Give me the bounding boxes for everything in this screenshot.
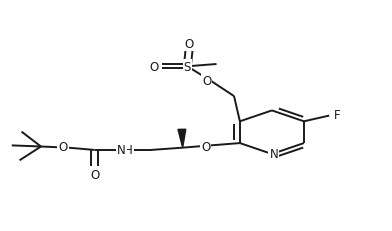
Text: F: F: [334, 109, 340, 122]
Text: O: O: [58, 140, 68, 153]
Text: N: N: [117, 144, 126, 157]
Text: O: O: [185, 38, 194, 51]
Text: O: O: [91, 168, 100, 181]
Text: O: O: [202, 74, 211, 87]
Text: S: S: [183, 61, 191, 73]
Text: O: O: [150, 61, 159, 73]
Text: H: H: [123, 144, 132, 157]
Text: O: O: [201, 140, 210, 153]
Polygon shape: [178, 130, 186, 148]
Text: N: N: [269, 148, 278, 161]
